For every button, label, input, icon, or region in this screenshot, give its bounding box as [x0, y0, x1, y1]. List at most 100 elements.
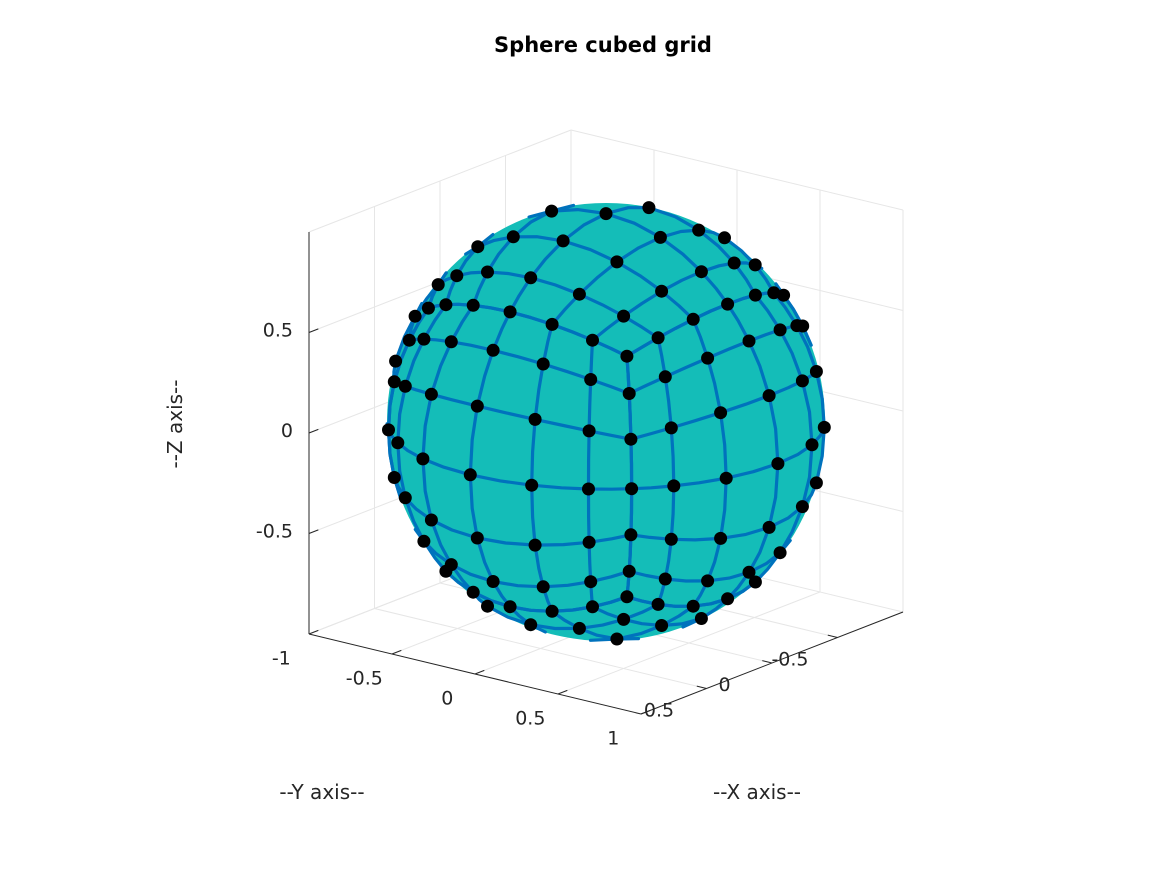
sphere-grid-node — [667, 479, 681, 493]
y-tick-label: -0.5 — [771, 648, 808, 670]
x-tick-label: 1 — [607, 727, 619, 749]
sphere-grid-node — [664, 421, 678, 435]
sphere-grid-node — [719, 471, 733, 485]
sphere-grid-node — [524, 618, 538, 632]
sphere-grid-line — [627, 538, 792, 583]
sphere-grid-node — [795, 374, 809, 388]
sphere-grid-node — [424, 387, 438, 401]
sphere-grid-node — [431, 278, 445, 292]
sphere-grid-node — [584, 575, 598, 589]
sphere-grid-node — [773, 323, 787, 337]
sphere-grid-node — [470, 531, 484, 545]
sphere-grid-node — [582, 424, 596, 438]
sphere-grid-node — [622, 387, 636, 400]
x-tick-mark — [640, 709, 651, 715]
x-tick-mark — [474, 669, 485, 675]
sphere-grid-node — [421, 301, 435, 315]
sphere-grid-node — [471, 240, 485, 254]
sphere-grid-node — [771, 457, 785, 471]
sphere-grid-node — [444, 558, 458, 572]
sphere-grid-line — [590, 605, 704, 628]
sphere-grid-node — [727, 256, 741, 270]
sphere-grid-node — [610, 255, 624, 269]
sphere-grid-node — [556, 234, 570, 248]
sphere-grid-node — [625, 482, 639, 496]
sphere-grid-node — [503, 600, 517, 614]
sphere-grid-node — [718, 231, 731, 245]
sphere-grid-node — [620, 590, 634, 604]
sphere-grid-node — [773, 546, 787, 560]
sphere-grid-node — [658, 572, 672, 586]
sphere-grid-node — [424, 513, 438, 527]
box-edge — [570, 129, 904, 211]
sphere-grid-node — [444, 335, 458, 349]
sphere-grid-node — [624, 528, 638, 542]
sphere-grid-node — [387, 471, 401, 484]
sphere-grid-node — [584, 373, 598, 386]
sphere-grid-node — [714, 406, 728, 420]
sphere-grid-node — [398, 379, 412, 393]
sphere-grid-node — [701, 351, 715, 365]
sphere-grid-node — [809, 476, 823, 490]
sphere-grid-node — [701, 574, 715, 588]
sphere-grid-node — [686, 312, 700, 326]
sphere-grid-node — [721, 592, 735, 606]
x-tick-label: -1 — [272, 647, 291, 669]
sphere-grid-node — [466, 585, 480, 599]
sphere-grid-node — [417, 534, 431, 548]
y-axis-label: --Y axis-- — [279, 780, 364, 804]
z-tick-mark — [308, 428, 319, 434]
sphere-grid-node — [481, 599, 494, 613]
box-edge — [308, 129, 572, 233]
sphere-grid-node — [748, 258, 762, 272]
sphere-grid-node — [382, 423, 395, 437]
sphere-grid-node — [586, 333, 599, 347]
sphere-grid-node — [486, 343, 500, 357]
sphere-grid-node — [694, 265, 708, 279]
sphere-grid-node — [408, 309, 422, 323]
sphere-grid-node — [692, 223, 706, 237]
sphere-grid-node — [767, 286, 781, 300]
gridline-y — [374, 608, 707, 689]
z-tick-label: 0 — [281, 420, 293, 442]
sphere-grid-node — [655, 284, 669, 298]
sphere-grid-node — [617, 309, 631, 323]
y-tick-mark — [696, 685, 707, 689]
sphere-grid-line — [781, 293, 813, 347]
sphere-grid-node — [795, 500, 809, 514]
sphere-grid-node — [817, 420, 831, 434]
sphere-grid-node — [545, 604, 559, 618]
sphere-grid-node — [664, 532, 678, 546]
sphere-grid-node — [642, 201, 656, 215]
sphere-grid-node — [470, 399, 484, 413]
sphere-grid-line — [386, 306, 430, 501]
sphere-grid-node — [610, 632, 624, 646]
sphere-grid-node — [528, 538, 542, 552]
sphere-grid-node — [658, 370, 672, 384]
sphere-grid-node — [545, 204, 559, 218]
sphere-grid-node — [398, 491, 412, 505]
sphere-grid-node — [742, 334, 756, 348]
sphere-grid-node — [686, 599, 700, 613]
sphere-grid-node — [582, 535, 596, 549]
sphere-grid-node — [463, 468, 477, 482]
sphere-grid-node — [536, 580, 550, 594]
sphere-grid-node — [536, 357, 550, 371]
sphere-grid-node — [655, 619, 669, 632]
sphere-grid-node — [651, 597, 665, 611]
sphere-grid-line — [527, 208, 730, 306]
z-tick-label: -0.5 — [256, 521, 293, 543]
z-tick-mark — [308, 529, 319, 534]
sphere-surface — [387, 203, 825, 641]
sphere-grid-node — [417, 332, 431, 346]
sphere-grid-line — [647, 206, 758, 297]
z-tick-mark — [308, 328, 319, 333]
sphere-grid-node — [450, 269, 464, 283]
sphere-grid-node — [524, 271, 538, 285]
sphere-grid-node — [528, 412, 542, 426]
sphere-grid-node — [586, 600, 599, 614]
sphere-grid-node — [525, 478, 539, 492]
y-tick-mark — [827, 634, 838, 638]
sphere-grid-node — [506, 230, 520, 244]
